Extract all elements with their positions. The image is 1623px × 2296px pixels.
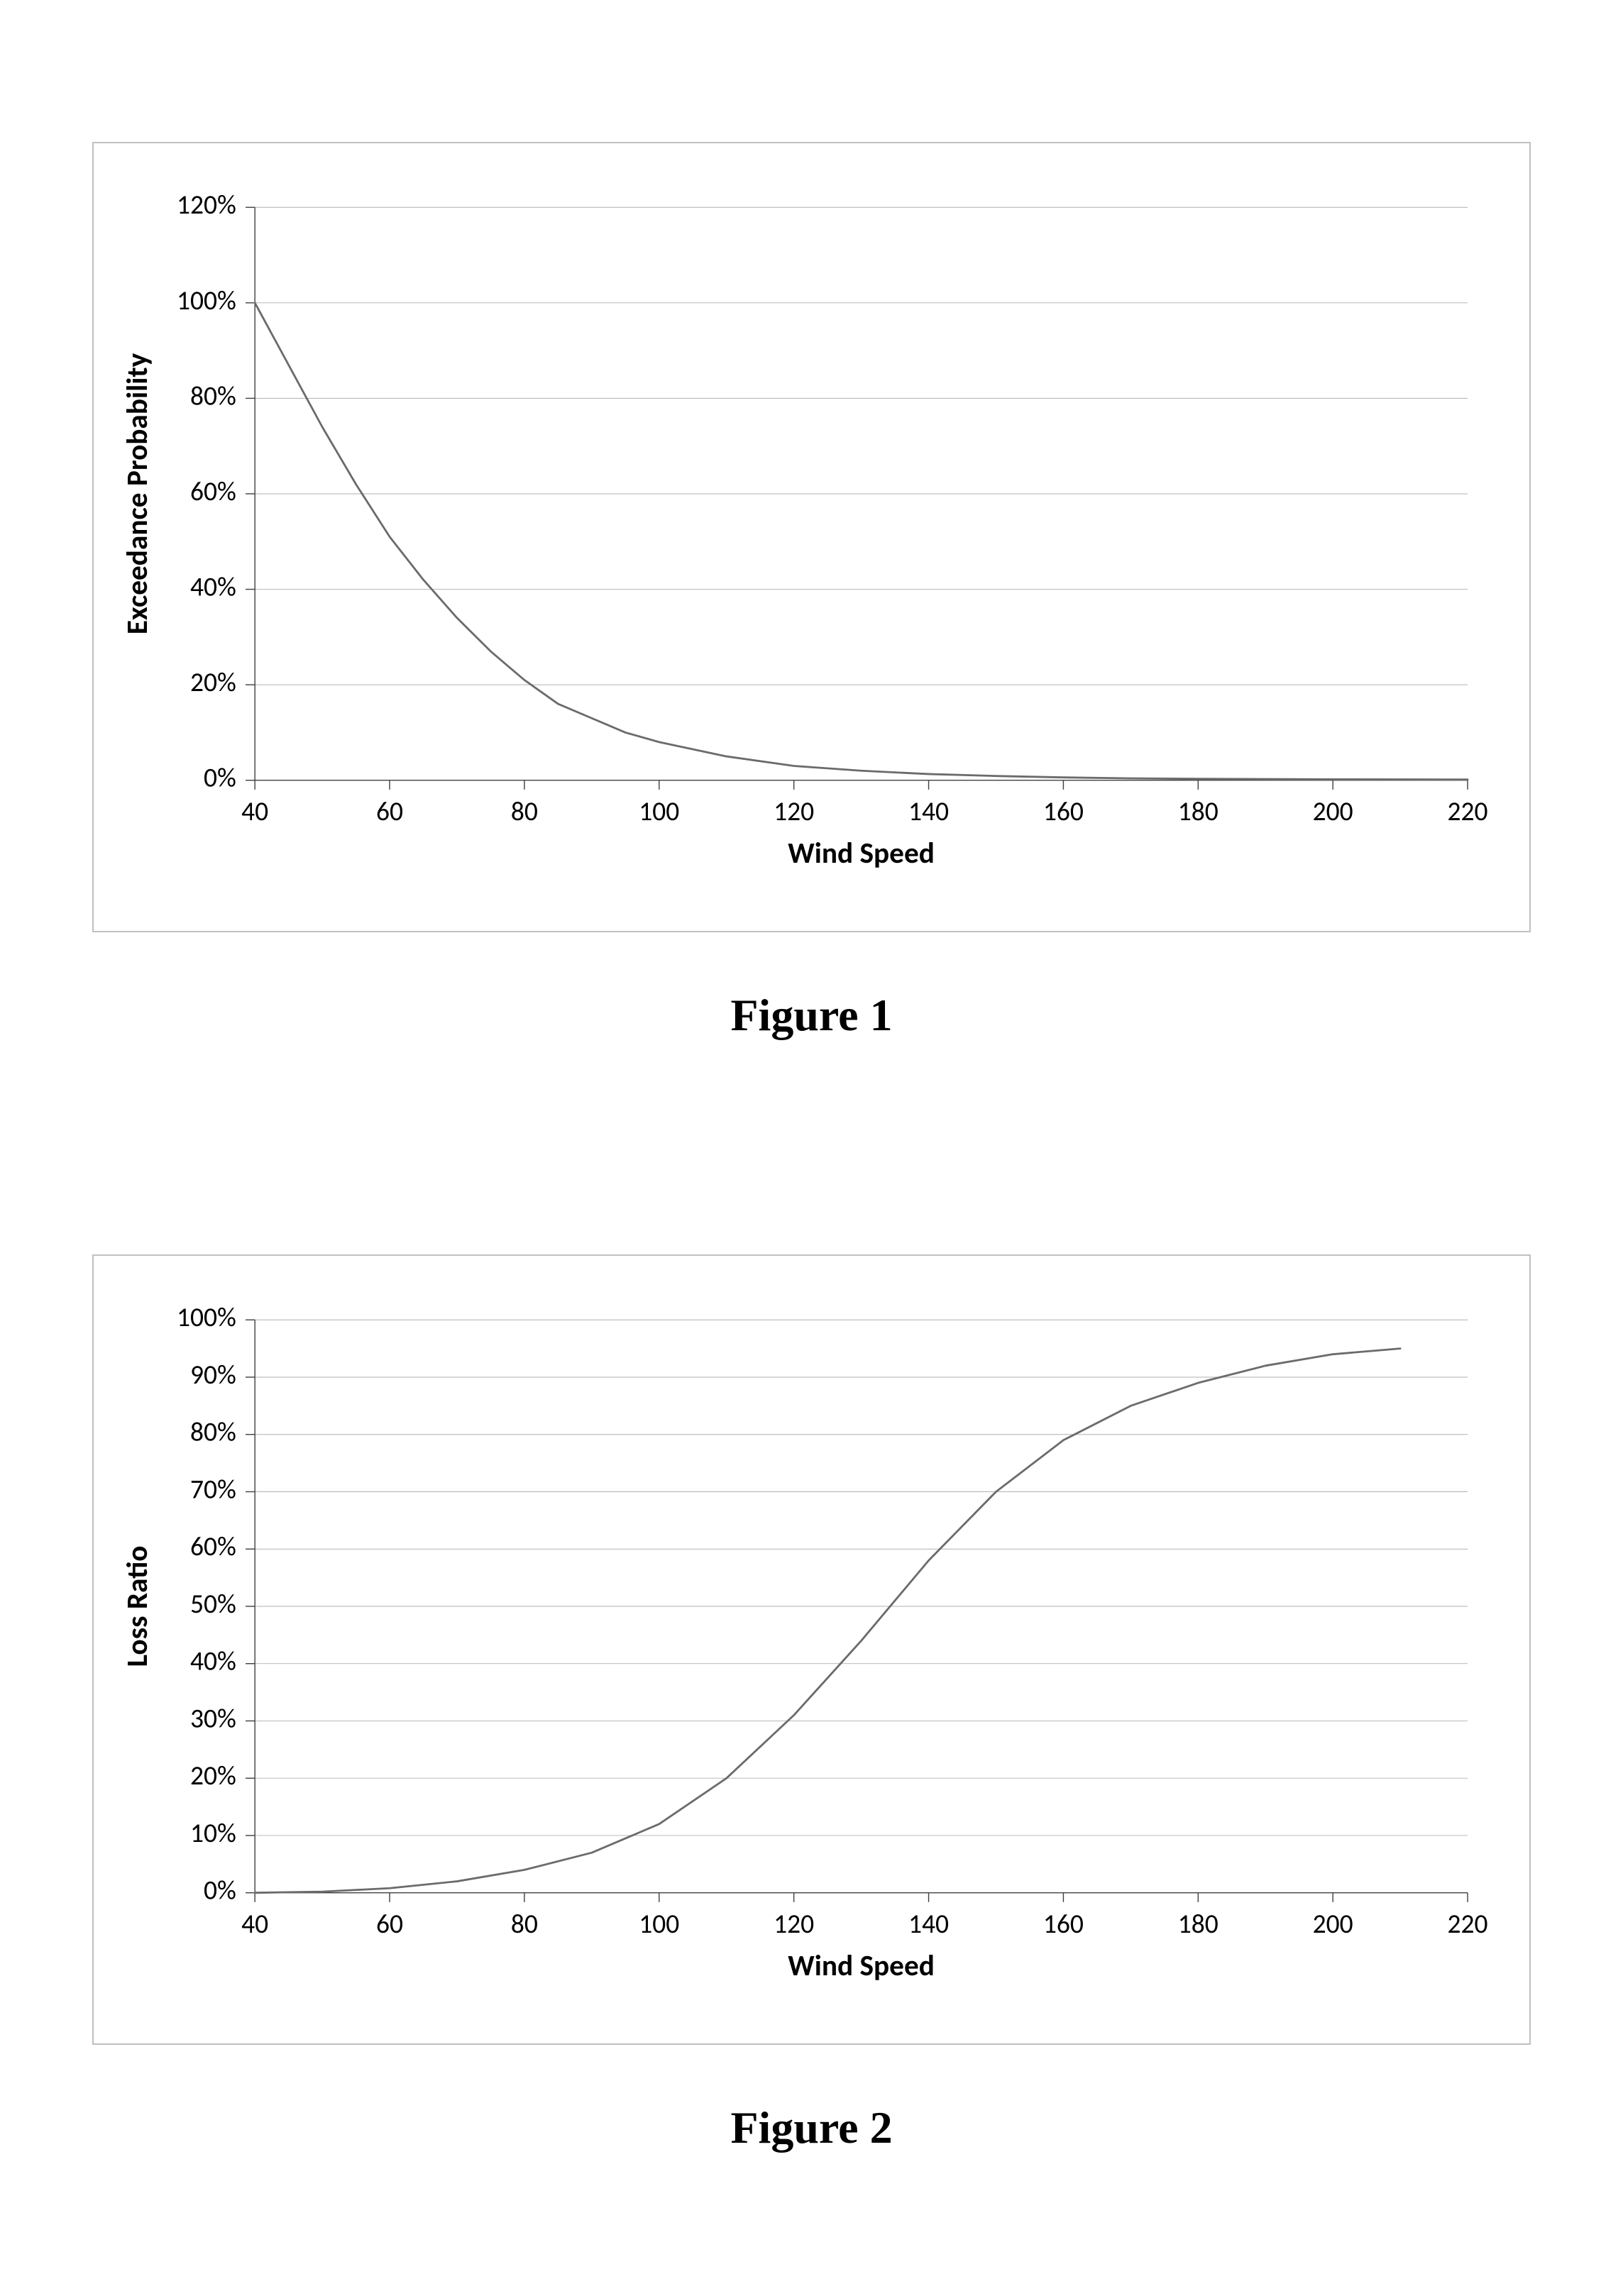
svg-text:100: 100 (639, 1908, 679, 1941)
svg-text:Wind Speed: Wind Speed (788, 836, 935, 871)
figure2-caption: Figure 2 (92, 2102, 1531, 2154)
svg-text:100%: 100% (177, 285, 236, 317)
svg-text:Wind Speed: Wind Speed (788, 1948, 935, 1984)
svg-text:80: 80 (511, 795, 538, 828)
svg-text:80: 80 (511, 1908, 538, 1941)
svg-text:Exceedance Probability: Exceedance Probability (120, 353, 155, 634)
figure2-chart: 0% 10% 20% 30% 40% 50% 60% 70% 80% 90% 100% 40 60 80 1… (115, 1277, 1501, 2022)
svg-text:40: 40 (241, 1908, 268, 1941)
svg-text:140: 140 (908, 1908, 949, 1941)
svg-text:120: 120 (774, 1908, 814, 1941)
svg-text:40%: 40% (190, 1645, 236, 1678)
figure1-caption: Figure 1 (92, 989, 1531, 1042)
svg-text:Loss Ratio: Loss Ratio (120, 1546, 155, 1667)
svg-text:10%: 10% (190, 1817, 236, 1850)
svg-text:0%: 0% (204, 762, 236, 795)
svg-text:80%: 80% (190, 1416, 236, 1449)
svg-text:30%: 30% (190, 1702, 236, 1735)
svg-text:160: 160 (1043, 1908, 1084, 1941)
svg-text:20%: 20% (190, 1760, 236, 1792)
svg-text:180: 180 (1178, 1908, 1218, 1941)
svg-text:20%: 20% (190, 666, 236, 699)
svg-text:220: 220 (1448, 795, 1488, 828)
svg-text:60: 60 (376, 1908, 403, 1941)
svg-text:90%: 90% (190, 1359, 236, 1391)
svg-text:60: 60 (376, 795, 403, 828)
svg-text:220: 220 (1448, 1908, 1488, 1941)
svg-text:40%: 40% (190, 571, 236, 604)
figure1-frame: 0% 20% 40% 60% 80% 100% 120% 40 60 80 100 120 140 160… (92, 142, 1531, 932)
svg-text:180: 180 (1178, 795, 1218, 828)
svg-text:60%: 60% (190, 475, 236, 508)
svg-text:0%: 0% (204, 1875, 236, 1907)
svg-text:50%: 50% (190, 1588, 236, 1621)
figure1-chart: 0% 20% 40% 60% 80% 100% 120% 40 60 80 100 120 140 160… (115, 165, 1501, 910)
svg-text:80%: 80% (190, 380, 236, 412)
svg-text:70%: 70% (190, 1473, 236, 1506)
svg-text:100: 100 (639, 795, 679, 828)
svg-text:200: 200 (1313, 1908, 1353, 1941)
svg-text:100%: 100% (177, 1301, 236, 1334)
svg-text:160: 160 (1043, 795, 1084, 828)
svg-text:60%: 60% (190, 1530, 236, 1563)
svg-text:40: 40 (241, 795, 268, 828)
svg-text:120%: 120% (177, 189, 236, 221)
figure2-frame: 0% 10% 20% 30% 40% 50% 60% 70% 80% 90% 100% 40 60 80 1… (92, 1254, 1531, 2045)
svg-text:200: 200 (1313, 795, 1353, 828)
svg-text:140: 140 (908, 795, 949, 828)
svg-text:120: 120 (774, 795, 814, 828)
